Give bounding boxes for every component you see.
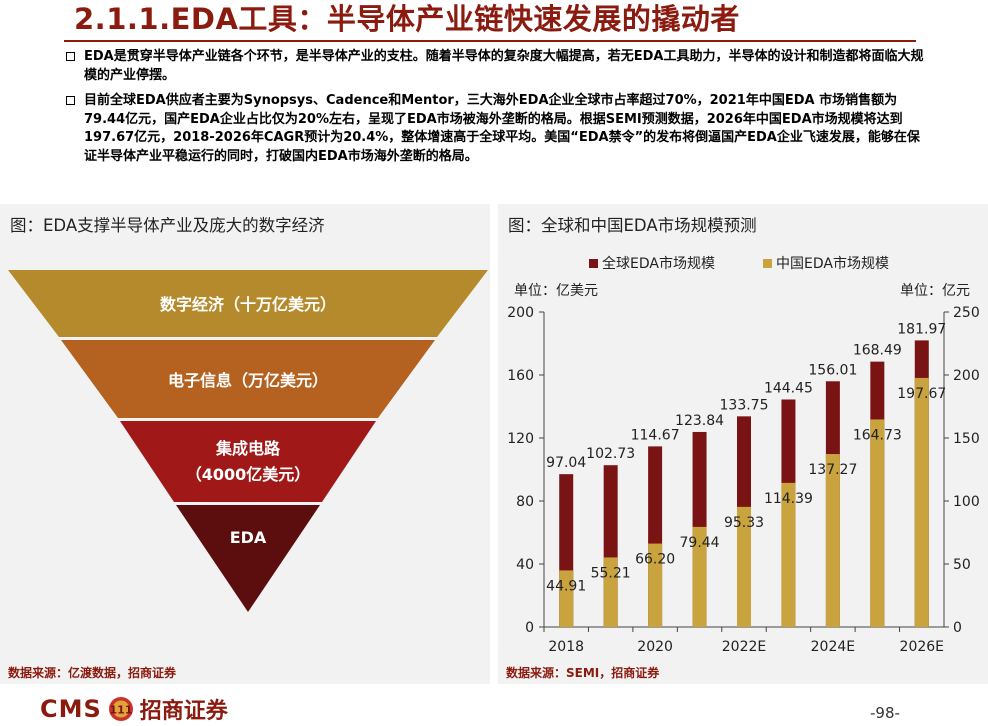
pyramid-panel: 图：EDA支撑半导体产业及庞大的数字经济 数字经济（十万亿美元） 电子信息（万亿… (0, 204, 490, 684)
square-bullet-icon (66, 96, 75, 105)
pyramid-label-digital-economy: 数字经济（十万亿美元） (160, 295, 336, 314)
pyramid-layer-eda (176, 505, 320, 612)
pyramid-source: 数据来源：亿渡数据，招商证券 (8, 666, 177, 680)
data-label-china: 137.27 (808, 462, 857, 478)
pyramid-layer-integrated-circuit (120, 421, 376, 502)
pyramid-layer-electronic-info (61, 340, 435, 418)
x-axis-tick-label: 2024E (811, 639, 855, 655)
left-axis-tick-label: 160 (507, 368, 534, 384)
logo-mark-icon: 111 (108, 697, 133, 721)
pyramid-label-integrated-circuit: 集成电路 (215, 439, 281, 458)
data-label-china: 164.73 (853, 427, 902, 443)
data-label-china: 44.91 (546, 578, 586, 594)
data-label-global: 168.49 (853, 343, 902, 359)
bar-china-eda (603, 557, 618, 627)
data-label-global: 102.73 (586, 446, 635, 462)
pyramid-label-electronic-info: 电子信息（万亿美元） (168, 371, 328, 390)
left-axis-tick-label: 200 (507, 305, 534, 321)
bullet-item: 目前全球EDA供应者主要为Synopsys、Cadence和Mentor，三大海… (60, 92, 930, 166)
legend-label-china: 中国EDA市场规模 (776, 255, 889, 272)
bar-china-eda (692, 526, 707, 627)
data-label-global: 181.97 (897, 321, 946, 337)
cms-logo: CMS 111 招商证券 (40, 692, 228, 726)
bar-china-eda (914, 377, 929, 627)
left-axis-tick-label: 40 (516, 557, 534, 573)
bar-china-eda (870, 419, 885, 627)
chart-panel-title: 图：全球和中国EDA市场规模预测 (508, 216, 757, 235)
pyramid-label-eda: EDA (230, 528, 267, 547)
right-axis-tick-label: 100 (953, 494, 980, 510)
data-label-china: 114.39 (764, 491, 813, 507)
pyramid-label-integrated-circuit-value: （4000亿美元） (186, 465, 311, 484)
x-axis-tick-label: 2022E (722, 639, 766, 655)
data-label-global: 156.01 (808, 362, 857, 378)
pyramid-figure: 数字经济（十万亿美元） 电子信息（万亿美元） 集成电路 （4000亿美元） ED… (8, 270, 488, 612)
pyramid-panel-title: 图：EDA支撑半导体产业及庞大的数字经济 (10, 216, 325, 235)
data-label-global: 123.84 (675, 413, 724, 429)
bar-china-eda (737, 506, 751, 627)
data-label-china: 66.20 (635, 552, 675, 568)
data-label-global: 144.45 (764, 380, 813, 396)
bar-china-eda (648, 543, 663, 627)
bar-china-eda (559, 570, 574, 627)
bar-china-eda (825, 454, 840, 627)
right-axis-tick-label: 200 (953, 368, 980, 384)
data-label-china: 95.33 (724, 515, 764, 531)
logo-mark-text: 111 (109, 704, 132, 717)
legend-label-global: 全球EDA市场规模 (602, 255, 715, 272)
bullet-text: 目前全球EDA供应者主要为Synopsys、Cadence和Mentor，三大海… (84, 93, 920, 164)
left-axis-tick-label: 120 (507, 431, 534, 447)
chart-panel: 图：全球和中国EDA市场规模预测 全球EDA市场规模 中国EDA市场规模 单位：… (498, 204, 988, 684)
chart-source: 数据来源：SEMI，招商证券 (506, 666, 660, 680)
right-axis-tick-label: 50 (953, 557, 971, 573)
bar-china-eda (781, 482, 796, 627)
x-axis-tick-label: 2026E (900, 639, 944, 655)
left-axis-tick-label: 80 (516, 494, 534, 510)
bullet-item: EDA是贯穿半导体产业链各个环节，是半导体产业的支柱。随着半导体的复杂度大幅提高… (60, 48, 930, 85)
bullet-list: EDA是贯穿半导体产业链各个环节，是半导体产业的支柱。随着半导体的复杂度大幅提高… (60, 48, 930, 173)
right-axis-tick-label: 250 (953, 305, 980, 321)
logo-text: CMS (40, 695, 102, 723)
left-axis-tick-label: 0 (525, 620, 534, 636)
data-label-global: 114.67 (631, 427, 680, 443)
data-label-china: 55.21 (591, 565, 631, 581)
x-axis-tick-label: 2020 (637, 639, 673, 655)
pyramid-layer-digital-economy (8, 270, 488, 337)
left-axis-unit: 单位：亿美元 (514, 283, 598, 299)
data-label-global: 97.04 (546, 455, 586, 471)
page-title: 2.1.1.EDA工具：半导体产业链快速发展的撬动者 (74, 2, 740, 36)
legend-swatch-global (589, 259, 598, 268)
data-label-china: 197.67 (897, 386, 946, 402)
square-bullet-icon (66, 52, 75, 61)
data-label-china: 79.44 (680, 535, 720, 551)
page-number: -98- (870, 704, 900, 722)
chart-legend: 全球EDA市场规模 中国EDA市场规模 (589, 255, 889, 272)
x-axis-tick-label: 2018 (548, 639, 584, 655)
logo-chinese-name: 招商证券 (139, 698, 228, 724)
bullet-text: EDA是贯穿半导体产业链各个环节，是半导体产业的支柱。随着半导体的复杂度大幅提高… (84, 49, 924, 83)
right-axis-tick-label: 150 (953, 431, 980, 447)
right-axis-unit: 单位：亿元 (900, 283, 970, 299)
data-label-global: 133.75 (720, 397, 769, 413)
eda-market-chart: 全球EDA市场规模 中国EDA市场规模 单位：亿美元 单位：亿元 0 40 80 12… (507, 255, 980, 655)
right-axis-tick-label: 0 (953, 620, 962, 636)
title-divider (64, 40, 916, 42)
legend-swatch-china (763, 259, 772, 268)
